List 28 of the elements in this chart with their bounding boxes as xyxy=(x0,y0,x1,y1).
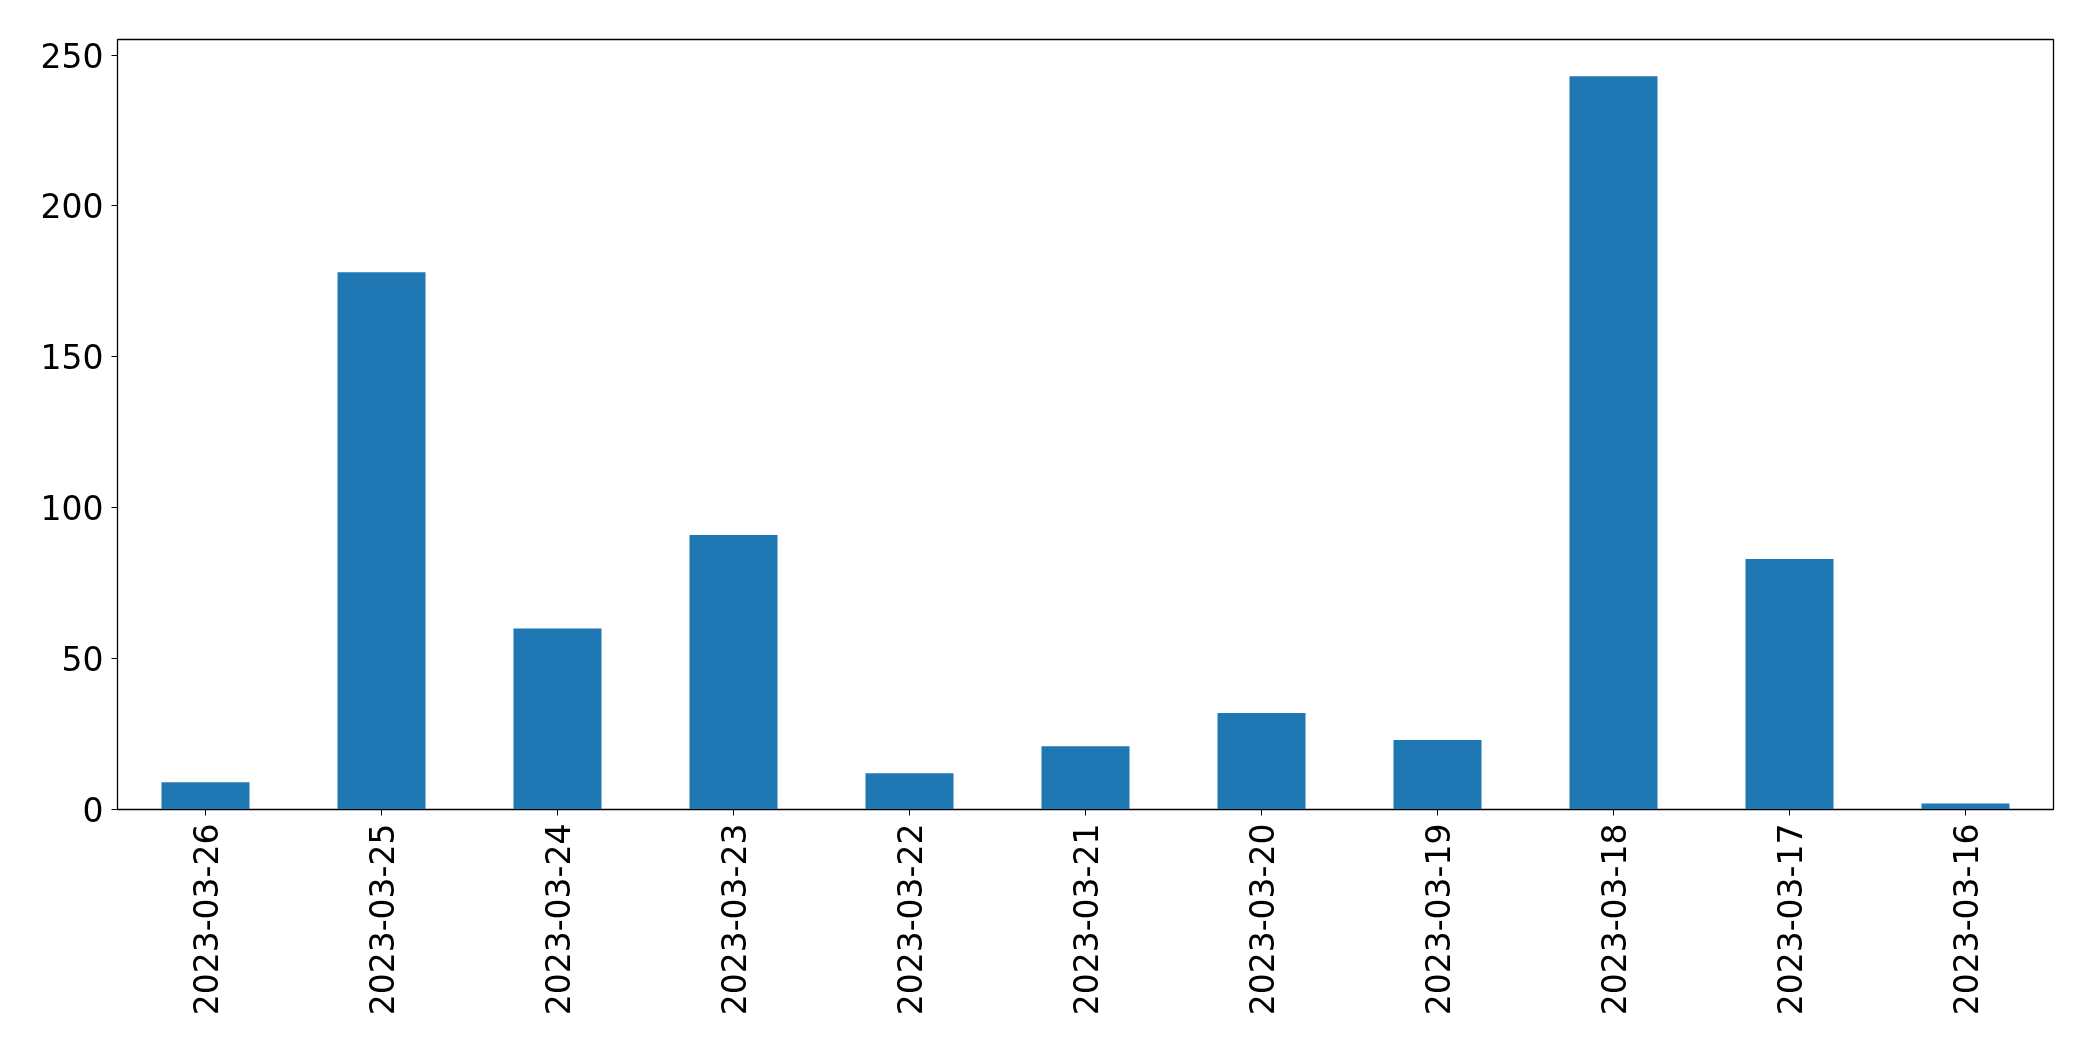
x-tick-label: 2023-03-18 xyxy=(1595,823,1634,1016)
y-tick-label: 250 xyxy=(40,36,104,76)
x-tick-label: 2023-03-17 xyxy=(1771,823,1810,1016)
x-tick-label: 2023-03-26 xyxy=(187,823,226,1016)
x-tick-label: 2023-03-25 xyxy=(363,823,402,1016)
bar xyxy=(1569,76,1658,810)
bar xyxy=(513,628,602,810)
y-tick-label: 100 xyxy=(40,489,104,529)
bar xyxy=(1745,559,1834,810)
y-tick-label: 200 xyxy=(40,187,104,227)
y-tick-label: 0 xyxy=(82,791,104,830)
bar xyxy=(1921,803,2010,810)
bar xyxy=(1393,740,1482,810)
y-tick-label: 50 xyxy=(61,640,104,680)
x-tick-label: 2023-03-22 xyxy=(891,823,930,1016)
x-tick-label: 2023-03-21 xyxy=(1067,823,1106,1016)
y-tick-label: 150 xyxy=(40,338,104,378)
bar xyxy=(865,773,954,810)
bar xyxy=(689,534,778,810)
x-tick-label: 2023-03-16 xyxy=(1947,823,1986,1016)
bar xyxy=(161,782,250,810)
bar xyxy=(1217,712,1306,810)
x-tick-label: 2023-03-24 xyxy=(539,823,578,1016)
bar xyxy=(1041,746,1130,810)
bar xyxy=(337,272,426,810)
x-tick-label: 2023-03-20 xyxy=(1243,823,1282,1016)
x-tick-label: 2023-03-23 xyxy=(715,823,754,1016)
x-tick-label: 2023-03-19 xyxy=(1419,823,1458,1016)
